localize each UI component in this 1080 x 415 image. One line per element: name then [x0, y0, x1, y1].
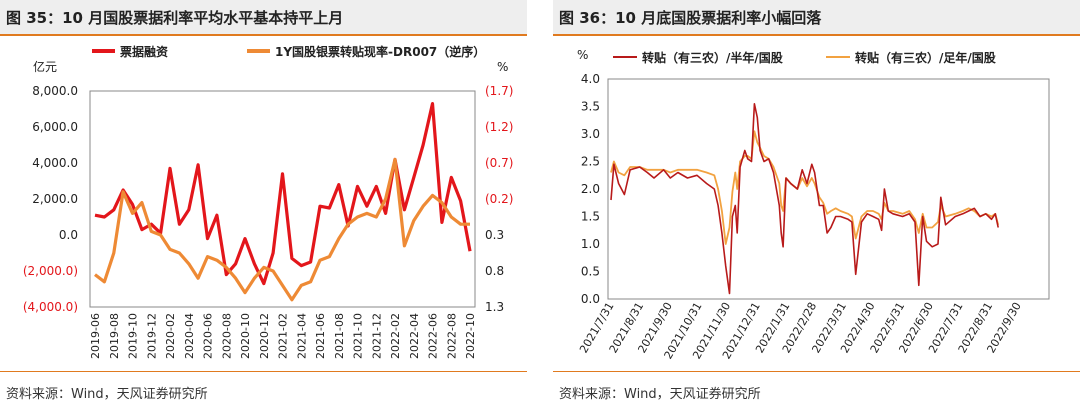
x-tick-label: 2019-06: [89, 313, 102, 359]
left-y-tick-label: (4,000.0): [23, 300, 78, 314]
y-tick-label: 3.0: [581, 127, 600, 141]
x-tick-label: 2020-08: [220, 313, 233, 359]
x-tick-label: 2020-02: [164, 313, 177, 359]
right-axis-unit: %: [497, 60, 508, 74]
x-tick-label: 2019-12: [145, 313, 158, 359]
left-axis-unit: 亿元: [33, 59, 57, 74]
y-tick-label: 3.5: [581, 100, 600, 114]
right-y-tick-label: 0.3: [485, 228, 504, 242]
left-y-tick-label: 4,000.0: [32, 156, 78, 170]
right-source-divider: [553, 371, 1080, 372]
right-y-tick-label: 1.3: [485, 300, 504, 314]
left-chart-panel: 图 35：10 月国股票据利率平均水平基本持平上月 票据融资 1Y国股银票转贴现率…: [0, 0, 527, 415]
left-source-text: 资料来源：Wind，天风证券研究所: [6, 387, 208, 402]
plot-frame: [607, 78, 1050, 300]
x-tick-label: 2021-02: [277, 313, 290, 359]
y-tick-label: 0.0: [581, 292, 600, 306]
y-axis-unit: %: [577, 48, 588, 62]
right-title-bar: 图 36：10 月底国股票据利率小幅回落: [553, 0, 1080, 36]
x-tick-label: 2020-12: [258, 313, 271, 359]
left-chart-title: 图 35：10 月国股票据利率平均水平基本持平上月: [6, 9, 344, 27]
left-y-tick-label: 0.0: [59, 228, 78, 242]
y-tick-label: 1.5: [581, 210, 600, 224]
series-line-half-year: [610, 103, 999, 295]
x-tick-label: 2019-08: [108, 313, 121, 359]
x-tick-label: 2022-04: [408, 313, 421, 359]
x-tick-label: 2021-10: [352, 313, 365, 359]
x-tick-label: 2021-12: [370, 313, 383, 359]
y-tick-label: 4.0: [581, 72, 600, 86]
x-tick-label: 2021-04: [295, 313, 308, 359]
series-line-loans: [94, 102, 472, 286]
left-y-tick-label: 8,000.0: [32, 84, 78, 98]
y-tick-label: 1.0: [581, 237, 600, 251]
left-y-tick-label: 6,000.0: [32, 120, 78, 134]
left-source-divider: [0, 371, 527, 372]
left-title-bar: 图 35：10 月国股票据利率平均水平基本持平上月: [0, 0, 527, 36]
x-tick-label: 2020-04: [183, 313, 196, 359]
legend-label-spread: 1Y国股银票转贴现率-DR007（逆序）: [275, 44, 485, 59]
left-y-tick-label: (2,000.0): [23, 264, 78, 278]
x-tick-label: 2022-10: [464, 313, 477, 359]
x-tick-label: 2022-02: [389, 313, 402, 359]
right-y-tick-label: (0.7): [485, 156, 513, 170]
right-y-tick-label: 0.8: [485, 264, 504, 278]
right-y-tick-label: (1.7): [485, 84, 513, 98]
x-tick-label: 2021-08: [333, 313, 346, 359]
right-y-tick-label: (1.2): [485, 120, 513, 134]
right-source-text: 资料来源：Wind，天风证券研究所: [559, 387, 761, 402]
legend-label-full-year: 转贴（有三农）/足年/国股: [855, 50, 997, 65]
right-y-tick-label: (0.2): [485, 192, 513, 206]
right-chart-svg: 转贴（有三农）/半年/国股 转贴（有三农）/足年/国股% 4.0 3.5 3.0 2.5 2…: [577, 48, 1050, 361]
right-chart-panel: 图 36：10 月底国股票据利率小幅回落 转贴（有三农）/半年/国股 转贴（有三农…: [553, 0, 1080, 415]
plot-frame: [89, 90, 476, 308]
left-y-tick-label: 2,000.0: [32, 192, 78, 206]
legend-label-half-year: 转贴（有三农）/半年/国股: [642, 50, 784, 65]
y-tick-label: 2.0: [581, 182, 600, 196]
right-chart-title: 图 36：10 月底国股票据利率小幅回落: [559, 9, 822, 27]
x-tick-label: 2022-06: [427, 313, 440, 359]
series-line-spread: [94, 157, 470, 302]
y-tick-label: 0.5: [581, 265, 600, 279]
y-tick-label: 2.5: [581, 155, 600, 169]
x-tick-label: 2022-08: [445, 313, 458, 359]
legend-label-loans: 票据融资: [120, 44, 168, 59]
left-chart-svg: 票据融资 1Y国股银票转贴现率-DR007（逆序） 亿元 % 8,000.0 6,000.…: [23, 44, 514, 359]
x-tick-label: 2020-06: [202, 313, 215, 359]
x-tick-label: 2020-10: [239, 313, 252, 359]
x-tick-label: 2019-10: [127, 313, 140, 359]
x-tick-label: 2021-06: [314, 313, 327, 359]
series-line-full-year: [610, 130, 1000, 245]
